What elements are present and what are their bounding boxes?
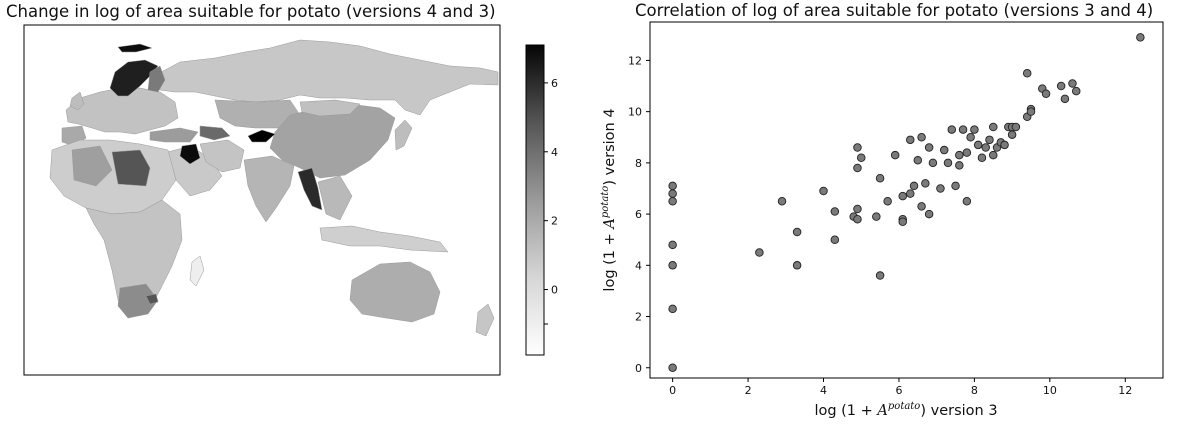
scatter-point [922,180,930,188]
colorbar-ticks: 0 2 4 6 [544,77,558,324]
scatter-point [948,126,956,134]
x-tick-label: 2 [745,384,752,397]
scatter-point [986,136,994,144]
colorbar-tick-label: 0 [551,284,558,297]
scatter-point [669,364,677,372]
scatter-point [1023,69,1031,77]
scatter-point [854,215,862,223]
scatter-point [669,190,677,198]
scatter-point [1061,95,1069,103]
colorbar [526,45,544,355]
scatter-point [925,144,933,152]
x-tick-label: 4 [820,384,827,397]
scatter-point [952,182,960,190]
scatter-point [959,126,967,134]
scatter-point [978,154,986,162]
y-tick-label: 2 [635,311,642,324]
scatter-point [929,159,937,167]
scatter-point [669,241,677,249]
y-tick-label: 4 [635,259,642,272]
scatter-point [914,157,922,165]
scatter-point [906,190,914,198]
colorbar-tick-label: 6 [551,77,558,90]
scatter-point [891,151,899,159]
scatter-point [944,159,952,167]
scatter-point [873,213,881,221]
colorbar-tick-label: 2 [551,215,558,228]
scatter-point [831,236,839,244]
scatter-point [937,185,945,193]
scatter-point [854,144,862,152]
scatter-point [963,197,971,205]
y-tick-label: 0 [635,362,642,375]
x-tick-label: 12 [1118,384,1132,397]
scatter-point [820,187,828,195]
scatter-point [1001,141,1009,149]
scatter-point [876,174,884,182]
scatter-plot-area [650,22,1163,378]
scatter-point [918,133,926,141]
scatter-point [925,210,933,218]
x-tick-label: 6 [895,384,902,397]
scatter-point [906,136,914,144]
scatter-point [982,144,990,152]
scatter-point [899,192,907,200]
scatter-point [1072,87,1080,95]
y-axis-label: log (1 + Apotato) version 4 [600,108,618,291]
scatter-point [669,197,677,205]
scatter-point [1057,82,1065,90]
scatter-point [1069,80,1077,88]
x-tick-label: 0 [669,384,676,397]
scatter-point [884,197,892,205]
scatter-point [971,126,979,134]
scatter-point [1137,34,1145,42]
scatter-point [910,182,918,190]
scatter-point [793,262,801,270]
scatter-point [899,218,907,226]
scatter-point [1027,108,1035,116]
x-axis-ticks: 0 2 4 6 8 10 12 [669,378,1132,397]
scatter-point [793,228,801,236]
scatter-point [974,141,982,149]
scatter-point [940,146,948,154]
x-axis-label: log (1 + Apotato) version 3 [814,401,997,419]
map-panel: 0 2 4 6 [0,0,600,424]
scatter-point [669,305,677,313]
scatter-point [857,154,865,162]
scatter-point [1008,131,1016,139]
scatter-point [956,162,964,170]
scatter-point [1012,123,1020,131]
y-tick-label: 6 [635,208,642,221]
scatter-point [918,203,926,211]
scatter-point [854,164,862,172]
scatter-point [831,208,839,216]
y-axis-ticks: 0 2 4 6 8 10 12 [628,54,650,374]
scatter-point [989,123,997,131]
scatter-point [956,151,964,159]
scatter-point [669,262,677,270]
scatter-point [967,133,975,141]
scatter-point [1042,90,1050,98]
y-tick-label: 10 [628,106,642,119]
y-tick-label: 8 [635,157,642,170]
scatter-point [963,149,971,157]
scatter-point [876,272,884,280]
scatter-point [778,197,786,205]
x-tick-label: 8 [971,384,978,397]
y-tick-label: 12 [628,54,642,67]
x-tick-label: 10 [1043,384,1057,397]
scatter-point [854,205,862,213]
scatter-point [989,151,997,159]
scatter-point [756,249,764,257]
scatter-point [669,182,677,190]
scatter-panel: 0 2 4 6 8 10 12 0 2 4 6 8 10 12 log (1 + Apotato) ve… [590,0,1183,424]
colorbar-tick-label: 4 [551,146,558,159]
